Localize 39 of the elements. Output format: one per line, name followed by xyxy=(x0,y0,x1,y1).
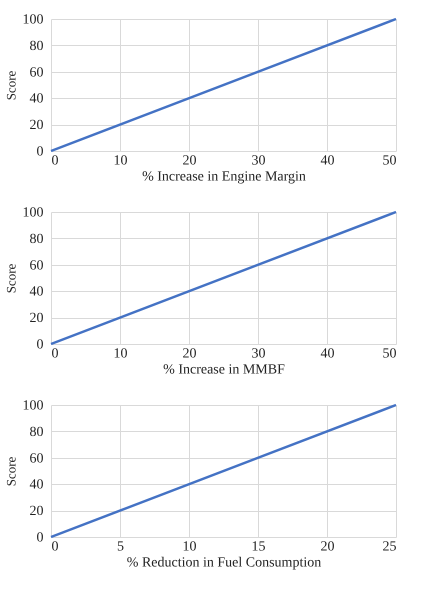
x-tick-label: 50 xyxy=(382,154,396,168)
x-tick-label: 15 xyxy=(252,540,266,554)
y-tick-label: 80 xyxy=(30,232,44,247)
x-axis-title: % Reduction in Fuel Consumption xyxy=(126,556,322,570)
y-tick-label: 60 xyxy=(30,65,44,80)
y-tick-label: 20 xyxy=(30,504,44,520)
x-tick-label: 0 xyxy=(52,346,58,362)
x-tick-label: 10 xyxy=(182,540,196,554)
x-tick-label: 25 xyxy=(382,540,396,554)
x-axis-title: % Increase in Engine Margin xyxy=(142,170,306,184)
x-tick-label: 0 xyxy=(52,540,58,554)
y-tick-label: 20 xyxy=(30,118,44,134)
y-tick-label: 100 xyxy=(22,12,44,28)
y-tick-label: 80 xyxy=(30,424,44,440)
x-tick-label: 20 xyxy=(320,540,334,554)
x-tick-label: 0 xyxy=(52,154,58,168)
y-tick-label: 60 xyxy=(30,258,44,274)
y-tick-label: 60 xyxy=(30,451,44,466)
x-tick-label: 5 xyxy=(117,540,124,554)
x-tick-label: 10 xyxy=(114,154,128,168)
x-tick-label: 30 xyxy=(252,346,266,362)
x-tick-label: 20 xyxy=(182,346,196,362)
y-tick-label: 100 xyxy=(22,398,44,414)
x-axis-title: % Increase in MMBF xyxy=(163,362,286,378)
y-axis-title: Score xyxy=(4,263,18,294)
y-tick-label: 40 xyxy=(30,92,44,107)
x-tick-label: 50 xyxy=(382,346,396,362)
y-tick-label: 20 xyxy=(30,311,44,326)
y-tick-label: 80 xyxy=(30,38,44,54)
y-axis-title: Score xyxy=(4,456,18,486)
y-axis-title: Score xyxy=(4,70,18,100)
x-tick-label: 20 xyxy=(182,154,196,168)
x-tick-label: 30 xyxy=(252,154,266,168)
y-tick-label: 100 xyxy=(22,206,44,220)
x-tick-label: 40 xyxy=(320,346,334,362)
y-tick-label: 40 xyxy=(30,284,44,300)
x-tick-label: 10 xyxy=(114,346,128,362)
x-tick-label: 40 xyxy=(320,154,334,168)
y-tick-label: 40 xyxy=(30,478,44,493)
